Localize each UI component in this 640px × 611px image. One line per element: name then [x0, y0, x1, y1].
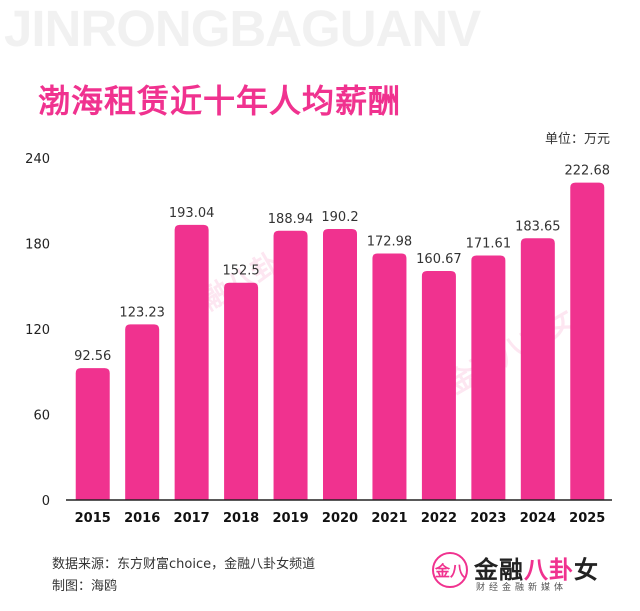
- data-label: 222.68: [565, 164, 611, 179]
- logo-mark-icon: 金八: [432, 552, 468, 588]
- bar: [421, 271, 456, 500]
- logo-name: 金融八卦女: [474, 550, 599, 585]
- bar: [520, 238, 555, 500]
- data-label: 160.67: [416, 252, 462, 267]
- data-label: 172.98: [367, 235, 413, 250]
- y-tick-label: 120: [25, 323, 50, 338]
- bar: [323, 228, 357, 500]
- y-tick-label: 180: [25, 238, 50, 253]
- y-tick-label: 240: [25, 152, 50, 167]
- footer: 数据来源：东方财富choice，金融八卦女频道 制图：海鸥: [52, 554, 315, 598]
- logo-name-part: 女: [574, 556, 599, 584]
- author-note: 制图：海鸥: [52, 579, 118, 594]
- bar: [174, 224, 209, 500]
- logo-name-part: 金融: [474, 556, 524, 584]
- data-label: 188.94: [268, 212, 314, 227]
- x-tick-label: 2019: [272, 511, 308, 526]
- x-tick-label: 2018: [223, 511, 259, 526]
- logo-name-part: 八卦: [524, 556, 574, 584]
- bar-chart: 0 60 120 180 240 92.56 2015 123.23 2016 193.04 201…: [25, 152, 612, 526]
- bar: [471, 255, 506, 500]
- bar: [570, 182, 605, 500]
- logo-subtitle: 财经金融新媒体: [476, 583, 568, 593]
- chart-title: 渤海租赁近十年人均薪酬: [38, 82, 402, 120]
- bar: [125, 324, 160, 500]
- bar: [75, 368, 110, 500]
- x-tick-label: 2025: [569, 511, 605, 526]
- y-tick-label: 60: [33, 409, 50, 424]
- brand-banner: JINRONGBAGUANV: [4, 0, 481, 57]
- x-tick-label: 2015: [75, 511, 111, 526]
- bar: [372, 253, 407, 500]
- brand-logo: 金八 金融八卦女 财经金融新媒体: [432, 550, 598, 596]
- source-note: 数据来源：东方财富choice，金融八卦女频道: [52, 557, 316, 572]
- x-tick-label: 2024: [520, 511, 556, 526]
- x-tick-label: 2016: [124, 511, 160, 526]
- x-tick-label: 2021: [371, 511, 407, 526]
- data-label: 152.5: [222, 264, 259, 279]
- unit-label: 单位：万元: [544, 132, 610, 147]
- data-label: 183.65: [515, 219, 561, 234]
- data-label: 92.56: [74, 349, 111, 364]
- data-label: 190.2: [321, 210, 358, 225]
- data-label: 123.23: [119, 305, 165, 320]
- data-label: 171.61: [466, 236, 512, 251]
- bar: [224, 282, 259, 500]
- x-tick-label: 2020: [322, 511, 358, 526]
- y-tick-label: 0: [42, 494, 50, 509]
- x-tick-label: 2017: [174, 511, 210, 526]
- bar: [273, 230, 308, 500]
- x-tick-label: 2023: [470, 511, 506, 526]
- x-tick-label: 2022: [421, 511, 457, 526]
- data-label: 193.04: [169, 206, 215, 221]
